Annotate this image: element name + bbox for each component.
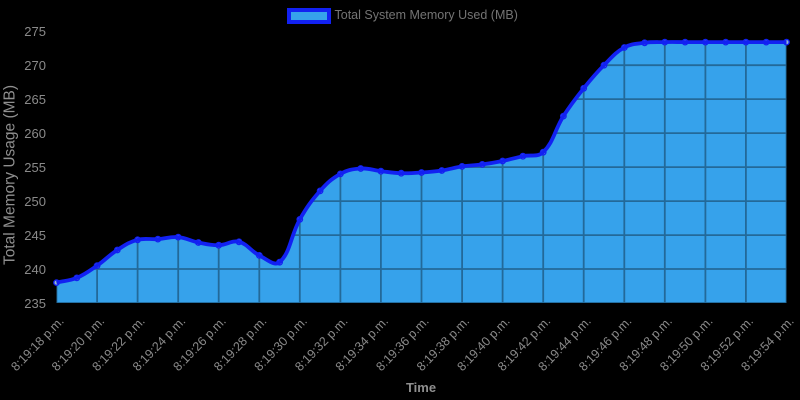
- svg-text:265: 265: [24, 92, 46, 107]
- svg-text:240: 240: [24, 262, 46, 277]
- svg-text:250: 250: [24, 194, 46, 209]
- svg-text:270: 270: [24, 58, 46, 73]
- svg-text:245: 245: [24, 228, 46, 243]
- svg-text:260: 260: [24, 126, 46, 141]
- svg-text:Total Memory Usage (MB): Total Memory Usage (MB): [2, 85, 19, 265]
- svg-text:Total System Memory Used (MB): Total System Memory Used (MB): [335, 8, 518, 22]
- svg-text:Time: Time: [406, 380, 436, 395]
- svg-text:275: 275: [24, 24, 46, 39]
- svg-text:255: 255: [24, 160, 46, 175]
- svg-text:235: 235: [24, 296, 46, 311]
